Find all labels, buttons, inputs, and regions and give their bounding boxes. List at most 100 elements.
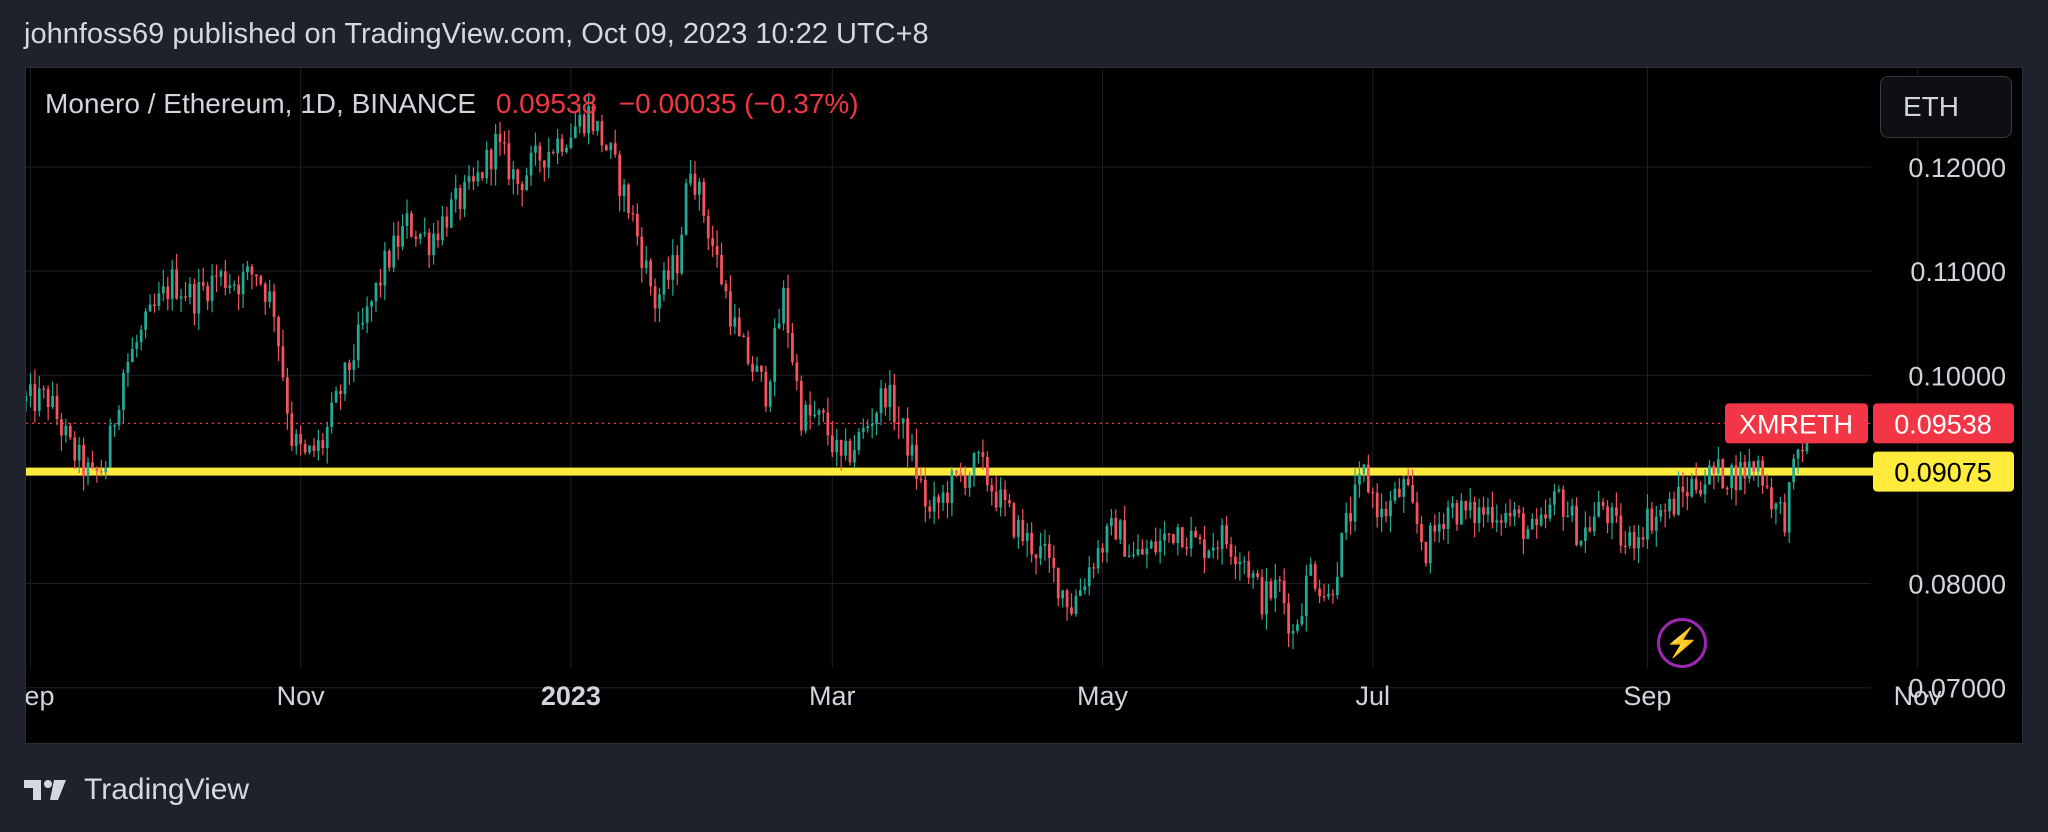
candle-body bbox=[1313, 564, 1317, 589]
candle bbox=[454, 174, 458, 213]
candle bbox=[666, 256, 670, 289]
currency-button[interactable]: ETH bbox=[1880, 76, 2012, 138]
candle-body bbox=[1087, 567, 1091, 587]
candle-body bbox=[1739, 461, 1742, 491]
candle bbox=[684, 178, 688, 236]
candle-body bbox=[1783, 502, 1787, 533]
candle-body bbox=[405, 213, 409, 226]
candle-body bbox=[985, 456, 989, 486]
candle-body bbox=[352, 360, 356, 370]
candle bbox=[1787, 482, 1791, 543]
candle-body bbox=[1637, 537, 1640, 549]
candle bbox=[1034, 554, 1038, 575]
candle-body bbox=[95, 467, 99, 472]
candle bbox=[1765, 474, 1769, 490]
candle-body bbox=[241, 272, 245, 295]
candle-body bbox=[1792, 458, 1796, 483]
candle bbox=[985, 451, 989, 492]
symbol-legend[interactable]: Monero / Ethereum, 1D, BINANCE 0.09538 −… bbox=[45, 88, 859, 120]
candle bbox=[1340, 532, 1344, 578]
candle-body bbox=[1216, 547, 1220, 549]
candle-body bbox=[503, 141, 506, 144]
candle-body bbox=[1318, 588, 1321, 597]
candle-body bbox=[1743, 461, 1747, 479]
candle-body bbox=[702, 181, 706, 216]
candle-body bbox=[1446, 507, 1450, 530]
candle-body bbox=[1220, 525, 1224, 549]
candle bbox=[711, 225, 715, 257]
candle bbox=[1424, 541, 1428, 567]
candle bbox=[343, 361, 347, 402]
candle-body bbox=[42, 388, 46, 390]
candle bbox=[254, 274, 258, 287]
candle bbox=[658, 287, 661, 323]
candle bbox=[835, 428, 839, 467]
brand-name: TradingView bbox=[84, 773, 250, 806]
price-chart[interactable]: 0.12000 0.11000 0.10000 0.08000 0.07000 Sep No… bbox=[26, 68, 2023, 744]
candle bbox=[179, 288, 183, 312]
candle-body bbox=[1778, 502, 1782, 504]
candle bbox=[1716, 446, 1720, 483]
candle bbox=[26, 391, 28, 412]
candle-body bbox=[879, 388, 883, 414]
candle-body bbox=[813, 414, 816, 416]
candle-body bbox=[432, 233, 435, 256]
candle-body bbox=[1451, 503, 1454, 508]
candle-body bbox=[1646, 508, 1649, 540]
candle bbox=[1774, 502, 1778, 525]
candle bbox=[37, 376, 41, 417]
candle bbox=[1282, 568, 1286, 615]
legend-change: −0.00035 (−0.37%) bbox=[618, 88, 859, 119]
candle-body bbox=[844, 440, 847, 456]
candle-body bbox=[26, 396, 28, 402]
candle-body bbox=[1185, 547, 1189, 549]
candle bbox=[356, 311, 360, 369]
candle-body bbox=[755, 365, 759, 372]
candle-body bbox=[325, 426, 329, 449]
candle-body bbox=[436, 233, 440, 241]
candle bbox=[153, 293, 156, 313]
candle bbox=[999, 477, 1003, 517]
candle bbox=[299, 425, 303, 456]
candle bbox=[861, 418, 865, 439]
footer-brand[interactable]: TradingView bbox=[24, 772, 249, 808]
candle-body bbox=[1721, 459, 1725, 488]
candle bbox=[1681, 471, 1685, 508]
lightning-bolt-icon[interactable]: ⚡ bbox=[1657, 618, 1707, 668]
candle-body bbox=[1663, 510, 1667, 512]
candle-body bbox=[711, 238, 715, 246]
candle bbox=[1561, 485, 1565, 531]
candle bbox=[511, 161, 515, 195]
candle bbox=[720, 242, 723, 286]
candle-body bbox=[1601, 502, 1605, 507]
candle bbox=[91, 450, 94, 470]
candle bbox=[480, 171, 484, 181]
candle bbox=[968, 471, 971, 497]
candle bbox=[1074, 589, 1078, 617]
symbol-title: Monero / Ethereum, 1D, BINANCE bbox=[45, 88, 477, 119]
chart-pane[interactable]: 0.12000 0.11000 0.10000 0.08000 0.07000 Sep No… bbox=[25, 67, 2023, 744]
candle bbox=[578, 103, 582, 134]
candle-body bbox=[161, 286, 165, 294]
candle bbox=[1180, 526, 1184, 549]
candle bbox=[782, 280, 785, 331]
candle-body bbox=[1712, 465, 1716, 474]
candle-body bbox=[294, 434, 298, 446]
candle-body bbox=[1513, 509, 1516, 517]
candle-body bbox=[104, 467, 108, 473]
candle bbox=[1203, 525, 1206, 574]
candle bbox=[1570, 498, 1574, 523]
candle bbox=[516, 168, 520, 195]
candle-body bbox=[139, 329, 143, 343]
candle-body bbox=[866, 426, 870, 429]
candle bbox=[1548, 497, 1552, 522]
candle-body bbox=[467, 176, 471, 182]
candle-body bbox=[237, 284, 241, 295]
candle bbox=[1136, 534, 1140, 557]
candle bbox=[396, 221, 400, 260]
candle-body bbox=[1592, 516, 1596, 532]
candle bbox=[897, 406, 901, 439]
candle bbox=[622, 178, 626, 213]
candle-body bbox=[1437, 524, 1441, 532]
candle-body bbox=[609, 143, 613, 151]
